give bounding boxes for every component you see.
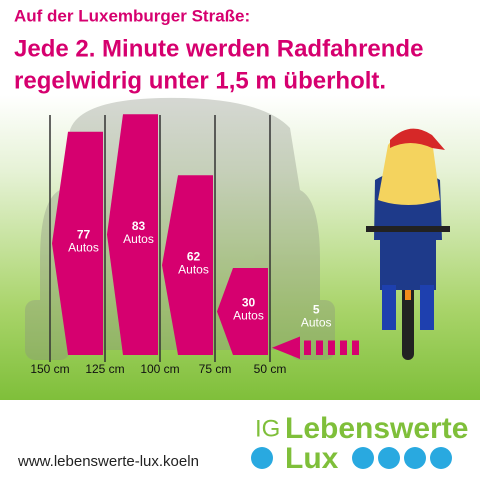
x-tick-label: 150 cm [30, 362, 69, 376]
bar [217, 268, 268, 355]
value-unit: Autos [178, 262, 209, 276]
value-unit: Autos [301, 316, 332, 330]
bar [52, 131, 103, 355]
value-unit: Autos [68, 241, 99, 255]
logo-icons [251, 447, 452, 469]
title-line: regelwidrig unter 1,5 m überholt. [14, 67, 386, 94]
bar [162, 175, 213, 355]
bar [272, 336, 359, 359]
value-unit: Autos [123, 232, 154, 246]
title-line: Jede 2. Minute werden Radfahrende [14, 35, 423, 62]
kicker: Auf der Luxemburger Straße: [14, 6, 250, 25]
value-label: 62 [187, 249, 201, 263]
value-label: 5 [313, 303, 320, 317]
value-label: 30 [242, 296, 256, 310]
x-tick-label: 50 cm [254, 362, 287, 376]
value-label: 77 [77, 228, 91, 242]
x-tick-label: 100 cm [140, 362, 179, 376]
cyclist [366, 128, 450, 360]
logo-line: Lux [285, 442, 339, 475]
x-tick-label: 125 cm [85, 362, 124, 376]
value-label: 83 [132, 219, 146, 233]
bar [107, 114, 158, 355]
logo-line: Lebenswerte [285, 412, 468, 445]
x-tick-label: 75 cm [199, 362, 232, 376]
url: www.lebenswerte-lux.koeln [17, 453, 199, 470]
logo-prefix: IG [255, 415, 280, 442]
value-unit: Autos [233, 309, 264, 323]
